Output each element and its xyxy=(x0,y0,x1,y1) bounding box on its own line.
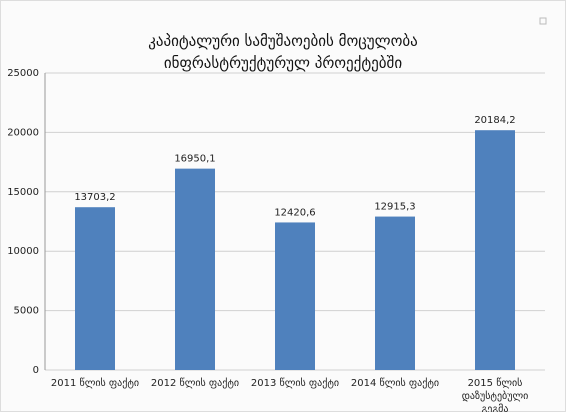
data-label: 12915,3 xyxy=(374,202,415,213)
x-tick-label: 2013 წლის ფაქტი xyxy=(250,378,340,389)
data-label: 12420,6 xyxy=(274,207,315,218)
data-label: 20184,2 xyxy=(474,115,515,126)
x-tick-label: 2012 წლის ფაქტი xyxy=(150,378,240,389)
data-label: 13703,2 xyxy=(74,192,115,203)
x-tick-label: 2011 წლის ფაქტი xyxy=(50,378,140,389)
y-tick-label: 10000 xyxy=(7,246,39,257)
y-tick-label: 5000 xyxy=(14,306,39,317)
x-tick-label: 2015 წლის დაზუსტებული გეგმა xyxy=(461,378,529,412)
y-tick-label: 15000 xyxy=(7,187,39,198)
bar xyxy=(375,216,415,370)
bar xyxy=(175,168,215,370)
x-tick-label: 2014 წლის ფაქტი xyxy=(350,378,440,389)
y-tick-label: 25000 xyxy=(7,68,39,79)
bar xyxy=(75,207,115,370)
bar xyxy=(475,130,515,370)
icon xyxy=(539,17,547,25)
bar xyxy=(275,222,315,370)
data-label: 16950,1 xyxy=(174,154,215,165)
y-tick-label: 0 xyxy=(33,365,39,376)
y-tick-label: 20000 xyxy=(7,127,39,138)
chart-title: კაპიტალური სამუშაოების მოცულობა ინფრასტრ… xyxy=(148,32,418,72)
